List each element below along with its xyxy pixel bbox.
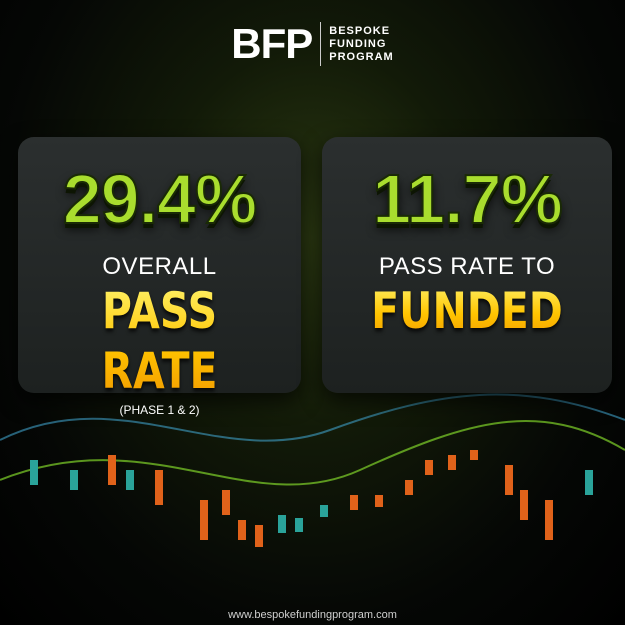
wave	[0, 420, 625, 486]
wave	[0, 393, 625, 442]
stat-highlight: FUNDED	[348, 281, 586, 341]
logo-text: BESPOKE FUNDING PROGRAM	[329, 25, 393, 64]
stat-note: (PHASE 1 & 2)	[119, 403, 200, 417]
stat-highlight: PASS RATE	[43, 281, 275, 401]
footer-url: www.bespokefundingprogram.com	[228, 609, 397, 621]
logo-line: BESPOKE	[329, 24, 391, 37]
stat-figure: 11.7%	[371, 159, 564, 239]
logo: BFP BESPOKE FUNDING PROGRAM	[0, 22, 625, 66]
stat-figure: 29.4%	[62, 159, 258, 239]
stat-label: OVERALL	[102, 253, 217, 280]
logo-mark: BFP	[231, 22, 322, 66]
candles	[30, 450, 593, 547]
stat-card: 11.7% PASS RATE TO FUNDED	[322, 137, 612, 393]
logo-line: PROGRAM	[329, 50, 394, 63]
stat-label: PASS RATE TO	[378, 253, 556, 280]
stat-card: 29.4% OVERALL PASS RATE (PHASE 1 & 2)	[18, 137, 301, 417]
logo-line: FUNDING	[329, 37, 387, 50]
